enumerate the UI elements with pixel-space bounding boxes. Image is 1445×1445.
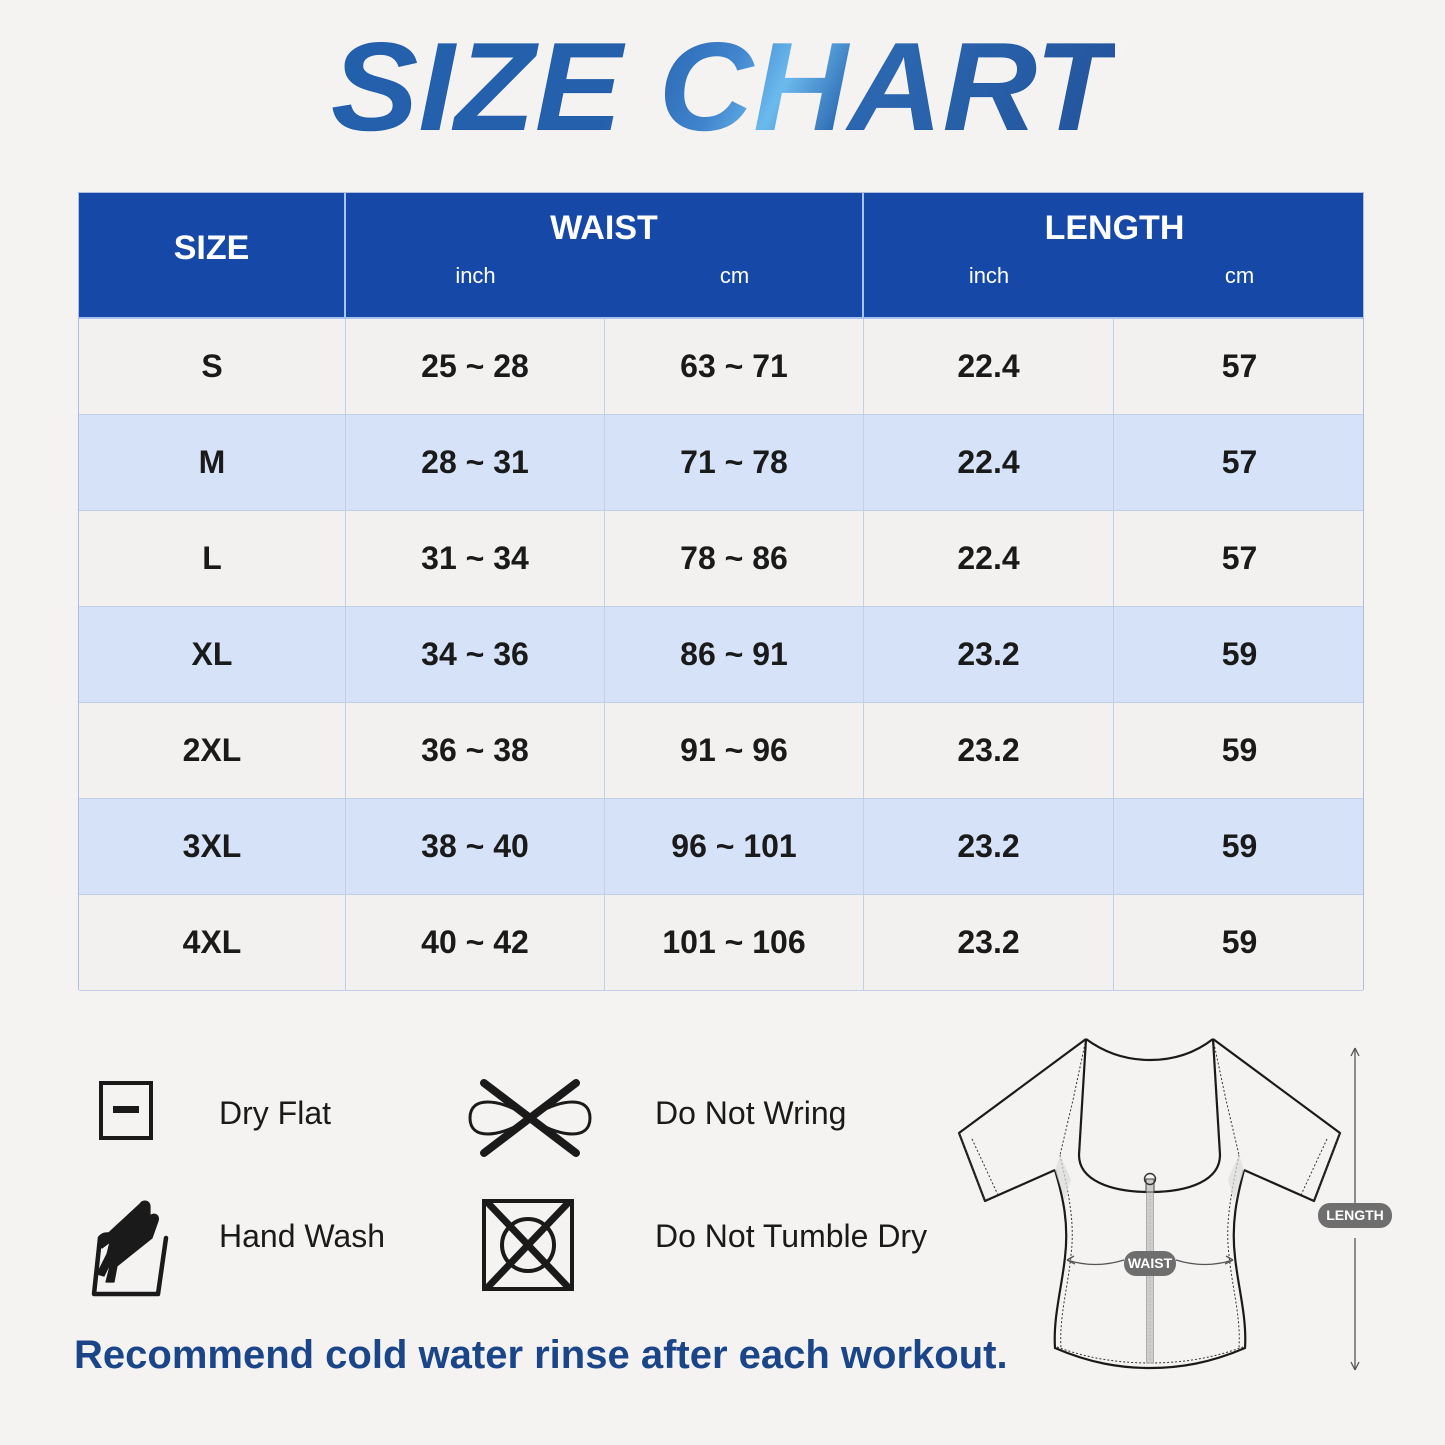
svg-text:WAIST: WAIST <box>1128 1255 1173 1271</box>
svg-text:LENGTH: LENGTH <box>1326 1207 1384 1223</box>
